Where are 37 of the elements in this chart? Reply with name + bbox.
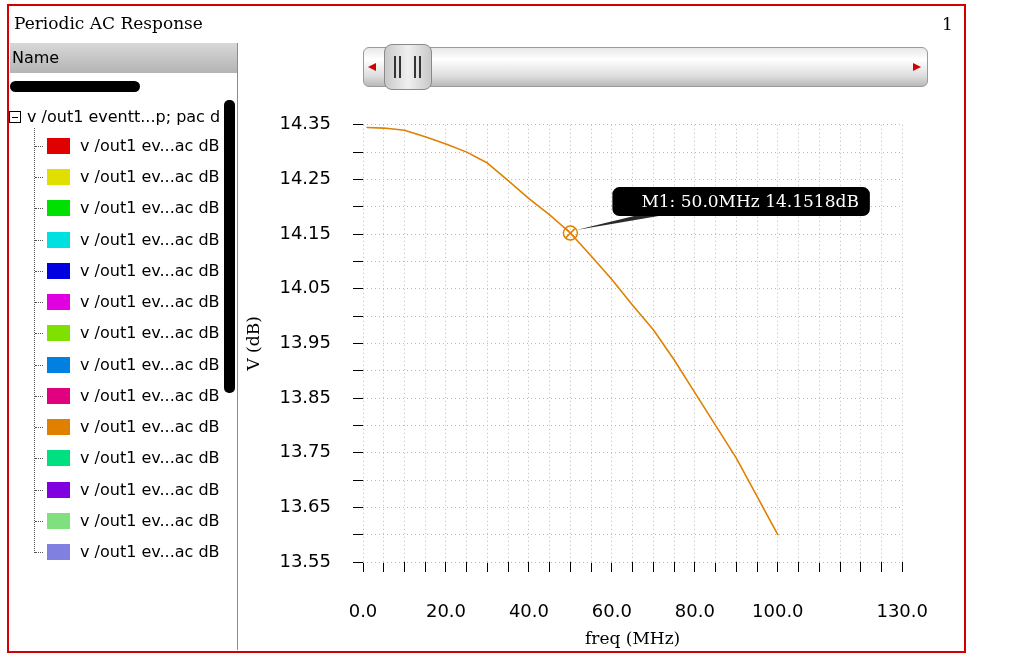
legend-label: v /out1 ev...ac dB bbox=[80, 136, 220, 155]
legend-label: v /out1 ev...ac dB bbox=[80, 260, 220, 280]
legend-label: v /out1 ev...ac dB bbox=[80, 198, 220, 218]
legend-label: v /out1 ev...ac dB bbox=[80, 385, 220, 405]
y-tick-label: 13.55 bbox=[279, 549, 331, 571]
y-tick-label: 14.15 bbox=[279, 221, 331, 243]
y-tick-label: 13.65 bbox=[279, 495, 331, 517]
x-tick-label: 60.0 bbox=[591, 600, 632, 622]
x-axis-title: freq (MHz) bbox=[585, 628, 681, 649]
y-tick-label: 14.25 bbox=[279, 167, 331, 189]
annotation: M1: 50.0MHz 14.1518dB bbox=[641, 191, 859, 212]
legend-label: v /out1 ev...ac dB bbox=[80, 292, 220, 312]
legend-label: v /out1 ev...ac dB bbox=[80, 417, 220, 437]
x-tick-label: 20.0 bbox=[425, 600, 466, 622]
y-tick-label: 13.75 bbox=[279, 440, 331, 462]
x-tick-label: 80.0 bbox=[674, 600, 715, 622]
legend-label: v /out1 ev...ac dB bbox=[80, 541, 220, 561]
x-tick-label: 100.0 bbox=[752, 600, 804, 622]
x-tick-label: 130.0 bbox=[876, 600, 928, 622]
legend-label: v /out1 ev...ac dB bbox=[80, 354, 220, 374]
legend-label: v /out1 ev...ac dB bbox=[80, 323, 220, 343]
legend-title: v /out1 eventt...p; pac d bbox=[27, 107, 221, 126]
text: 1 bbox=[942, 14, 953, 34]
legend-label: v /out1 ev...ac dB bbox=[80, 448, 220, 468]
legend-label: v /out1 ev...ac dB bbox=[80, 479, 220, 499]
y-axis-title: V (dB) bbox=[242, 316, 263, 372]
y-tick-label: 13.95 bbox=[279, 331, 331, 353]
legend-label: v /out1 ev...ac dB bbox=[80, 167, 220, 187]
x-tick-label: 40.0 bbox=[508, 600, 549, 622]
x-tick-label: 0.0 bbox=[348, 600, 378, 622]
y-tick-label: 14.35 bbox=[279, 112, 331, 134]
y-tick-label: 13.85 bbox=[279, 385, 331, 407]
y-tick-label: 14.05 bbox=[279, 276, 331, 298]
legend-label: v /out1 ev...ac dB bbox=[80, 229, 220, 249]
text: Periodic AC Response bbox=[14, 13, 203, 33]
text: Name bbox=[12, 48, 60, 67]
legend-label: v /out1 ev...ac dB bbox=[80, 510, 220, 530]
